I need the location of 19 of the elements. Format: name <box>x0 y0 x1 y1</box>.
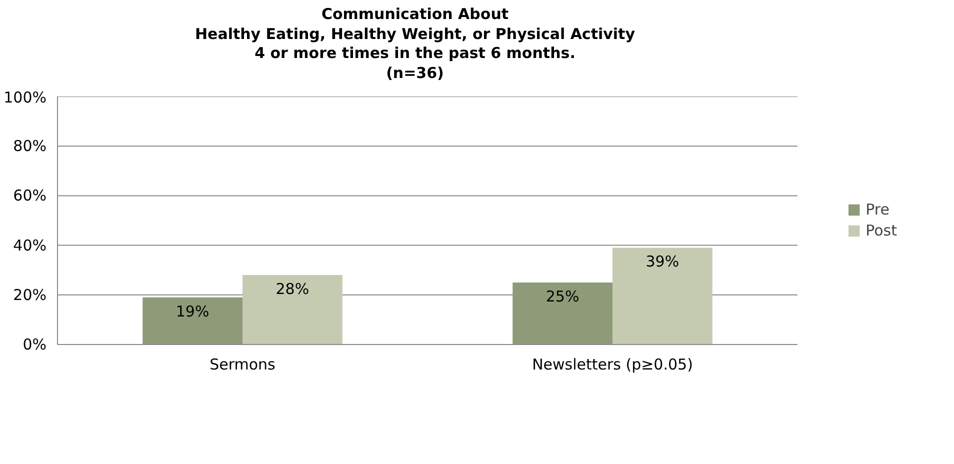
y-tick-label: 40% <box>13 236 47 254</box>
legend-label: Post <box>866 222 897 240</box>
data-label: 25% <box>546 287 580 306</box>
bar <box>142 297 242 344</box>
chart-title: Communication About Healthy Eating, Healthy Weight, or Physical Activity 4 or more times in the past 6 months. (n=36) <box>194 5 636 83</box>
y-tick-label: 20% <box>13 286 47 304</box>
y-tick-label: 0% <box>22 336 46 354</box>
x-tick-label: Sermons <box>210 356 276 374</box>
y-tick-label: 60% <box>13 186 47 205</box>
data-label: 28% <box>276 280 310 298</box>
legend-label: Pre <box>866 200 890 218</box>
y-tick-label: 80% <box>13 137 47 156</box>
data-label: 39% <box>646 252 680 271</box>
bar <box>242 275 342 344</box>
x-tick-label: Newsletters (p≥0.05) <box>532 356 693 374</box>
y-tick-label: 100% <box>4 88 47 106</box>
bar <box>612 248 712 344</box>
bar <box>512 282 612 344</box>
data-label: 19% <box>176 302 210 320</box>
